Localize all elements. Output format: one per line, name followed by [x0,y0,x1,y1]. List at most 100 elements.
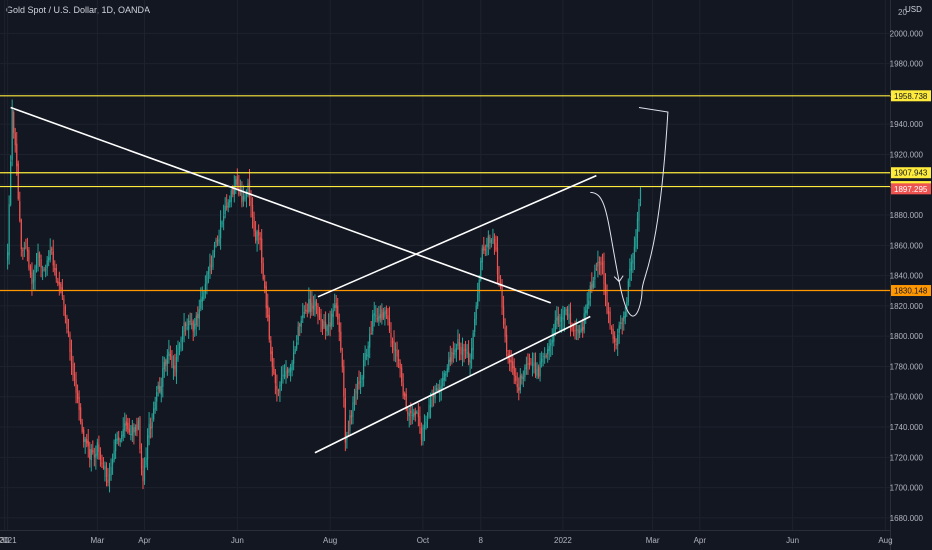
grid [0,0,890,530]
candle-body [230,190,232,202]
candle-body [387,314,389,320]
candle-body [198,309,200,319]
candle-body [423,425,426,430]
candle-body [629,268,631,280]
candle-body [312,305,315,309]
candle-body [617,334,619,346]
candles [7,99,642,493]
y-tick-label: 1720.000 [890,453,924,462]
x-tick-label: Jun [786,536,799,545]
candle-body [172,365,175,368]
candle-body [242,196,245,201]
candle-body [67,330,70,333]
candle-body [507,353,509,359]
candle-body [405,393,407,410]
candle-body [293,352,295,364]
candle-body [137,420,140,429]
candle-body [436,388,438,391]
candle-body [84,439,86,442]
candle-body [218,238,220,244]
candle-body [361,377,363,380]
level-price-label-background [891,90,931,102]
candle-body [498,275,500,280]
candle-body [408,413,410,417]
candle-body [562,317,564,319]
candle-body [159,386,161,392]
candle-body [527,363,529,365]
candle-body [484,249,486,251]
candle-body [477,293,479,307]
candle-body [131,425,133,436]
candle-body [449,357,451,362]
candle-body [323,320,325,328]
candle-body [96,442,98,456]
candle-body [127,422,129,430]
candle-body [148,423,150,438]
candle-body [370,332,372,334]
candle-body [390,332,392,339]
candle-body [537,367,540,377]
candle-body [394,348,397,351]
candle-body [483,246,485,251]
candle-body [550,343,552,346]
candle-body [478,279,480,294]
candle-body [90,449,92,461]
y-tick-label: 1700.000 [890,484,924,493]
candle-body [314,300,316,311]
candle-body [455,348,458,353]
candle-body [153,408,155,420]
candle-body [311,302,313,312]
candle-body [69,334,71,352]
y-tick-label: 1860.000 [890,241,924,250]
candle-body [355,390,357,394]
candle-body [448,359,450,370]
candle-body [22,249,24,251]
candle-body [13,111,15,133]
candle-body [519,375,521,391]
candle-body [502,306,505,325]
candle-body [250,198,252,206]
projection-arrowhead [613,275,624,283]
candle-body [353,393,356,405]
candle-body [437,388,439,391]
candle-body [270,340,272,355]
candle-body [288,369,290,373]
candle-body [425,421,427,428]
y-tick-label: 1980.000 [890,60,924,69]
candle-body [163,362,165,370]
candle-body [209,263,211,272]
candle-body [34,266,36,281]
candle-body [457,338,459,346]
candle-body [524,367,526,378]
candle-body [614,335,616,343]
candle-body [125,421,127,426]
candle-body [541,358,543,363]
candle-body [557,316,559,325]
candle-body [203,292,205,300]
candle-body [554,320,556,334]
candle-body [426,418,429,421]
candle-body [560,316,562,322]
candle-body [404,393,406,397]
candle-body [533,362,535,366]
candle-body [521,375,523,379]
candle-body [321,320,324,330]
candle-body [41,270,44,272]
candle-body [531,364,534,366]
candle-body [429,399,432,408]
candle-body [343,366,345,397]
candle-body [75,379,77,393]
candle-body [66,317,68,329]
candle-body [324,321,327,331]
candle-body [104,465,106,470]
candle-body [350,415,353,418]
x-tick-label: Oct [417,536,430,545]
candle-body [224,206,226,214]
candle-body [583,313,585,330]
candle-body [422,427,424,442]
candle-body [8,204,10,256]
trendlines [10,106,669,454]
candle-body [335,302,337,309]
